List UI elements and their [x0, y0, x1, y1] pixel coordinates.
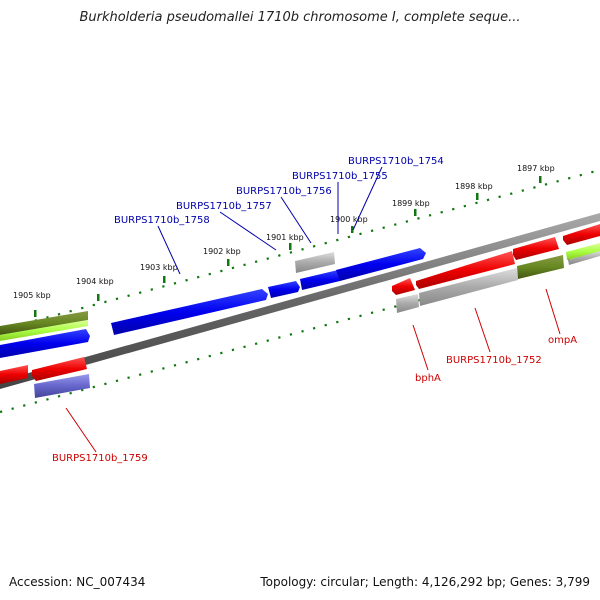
- leader-line: [157, 225, 181, 275]
- tick-label-1899: 1899 kbp: [392, 199, 430, 208]
- major-tick: [414, 209, 417, 216]
- gene-arrow: [300, 270, 342, 290]
- major-tick: [163, 276, 166, 283]
- gene-arrow: [0, 365, 28, 384]
- leader-line: [412, 324, 429, 371]
- major-ticks: [34, 176, 542, 317]
- major-tick: [476, 193, 479, 200]
- bottom-leader-lines: [65, 288, 561, 453]
- tick-label-1904: 1904 kbp: [76, 277, 114, 286]
- gene-arrow: [568, 251, 600, 265]
- backbone-line: [0, 213, 600, 389]
- tick-label-1897: 1897 kbp: [517, 164, 555, 173]
- gene-label-burps1710b-1758: BURPS1710b_1758: [114, 215, 210, 226]
- bottom-gene-labels: BURPS1710b_1759 bphA BURPS1710b_1752 omp…: [52, 335, 577, 464]
- major-tick: [227, 259, 230, 266]
- scale-dots: [0, 168, 600, 414]
- gene-arrow: [0, 311, 88, 335]
- gene-arrow: [392, 278, 415, 295]
- leader-line: [545, 288, 561, 335]
- major-tick: [351, 226, 354, 233]
- gene-arrow: [419, 268, 518, 306]
- leader-line: [280, 196, 312, 244]
- top-leader-lines: [157, 166, 383, 275]
- tick-label-1900: 1900 kbp: [330, 215, 368, 224]
- gene-arrow: [517, 255, 564, 279]
- gene-arrow: [566, 243, 600, 260]
- gene-arrow: [396, 294, 419, 313]
- major-tick: [34, 310, 37, 317]
- gene-arrow: [34, 374, 90, 398]
- gene-arrow: [0, 320, 88, 341]
- gene-arrow: [268, 281, 300, 298]
- gene-arrow: [32, 357, 87, 381]
- gene-arrow: [336, 248, 426, 281]
- gene-arrow: [0, 329, 90, 358]
- gene-label-bpha: bphA: [415, 373, 441, 384]
- gene-label-burps1710b-1756: BURPS1710b_1756: [236, 186, 332, 197]
- map-title: Burkholderia pseudomallei 1710b chromoso…: [79, 10, 521, 25]
- major-tick: [289, 243, 292, 250]
- gene-arrow: [295, 252, 335, 273]
- leader-line: [352, 166, 383, 231]
- tick-label-1905: 1905 kbp: [13, 291, 51, 300]
- leader-line: [65, 407, 97, 453]
- tick-label-1902: 1902 kbp: [203, 247, 241, 256]
- gene-arrow: [563, 224, 600, 245]
- backbone: [0, 213, 600, 389]
- genome-summary-label: Topology: circular; Length: 4,126,292 bp…: [260, 575, 590, 589]
- accession-label: Accession: NC_007434: [9, 575, 146, 589]
- gene-label-burps1710b-1752: BURPS1710b_1752: [446, 355, 542, 366]
- gene-arrow: [111, 289, 268, 335]
- outer-scale-dots: [0, 168, 600, 332]
- gene-label-burps1710b-1759: BURPS1710b_1759: [52, 453, 148, 464]
- leader-line: [219, 211, 277, 251]
- gene-arrow: [513, 237, 559, 260]
- tick-label-1901: 1901 kbp: [266, 233, 304, 242]
- gene-label-burps1710b-1757: BURPS1710b_1757: [176, 201, 272, 212]
- tick-label-1903: 1903 kbp: [140, 263, 178, 272]
- tick-label-1898: 1898 kbp: [455, 182, 493, 191]
- gene-arrow: [416, 251, 515, 289]
- leader-line: [474, 307, 491, 353]
- gene-label-burps1710b-1754: BURPS1710b_1754: [348, 156, 444, 167]
- major-tick: [97, 294, 100, 301]
- top-gene-labels: BURPS1710b_1758 BURPS1710b_1757 BURPS171…: [114, 156, 444, 226]
- forward-strand-genes: [0, 248, 426, 358]
- major-tick: [539, 176, 542, 183]
- tick-labels: 1905 kbp 1904 kbp 1903 kbp 1902 kbp 1901…: [13, 164, 555, 300]
- reverse-strand-genes: [0, 224, 600, 398]
- gene-label-ompa: ompA: [548, 335, 577, 346]
- gene-label-burps1710b-1755: BURPS1710b_1755: [292, 171, 388, 182]
